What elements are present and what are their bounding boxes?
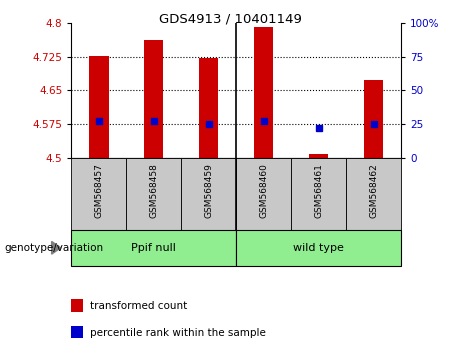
Text: Ppif null: Ppif null bbox=[131, 243, 176, 253]
Bar bbox=[71, 299, 83, 312]
Bar bbox=[71, 326, 83, 338]
Polygon shape bbox=[52, 241, 61, 254]
Text: GSM568462: GSM568462 bbox=[369, 163, 378, 218]
Text: GSM568460: GSM568460 bbox=[259, 163, 268, 218]
Bar bbox=[309, 154, 328, 158]
Bar bbox=[71, 230, 236, 266]
Text: transformed count: transformed count bbox=[89, 301, 187, 311]
Bar bbox=[291, 158, 346, 230]
Bar bbox=[236, 158, 291, 230]
Text: wild type: wild type bbox=[293, 243, 344, 253]
Bar bbox=[236, 230, 401, 266]
Bar bbox=[144, 40, 164, 158]
Bar bbox=[126, 158, 181, 230]
Text: GSM568458: GSM568458 bbox=[149, 163, 159, 218]
Text: GSM568459: GSM568459 bbox=[204, 163, 213, 218]
Text: GSM568457: GSM568457 bbox=[95, 163, 103, 218]
Bar bbox=[89, 56, 108, 158]
Bar bbox=[364, 80, 383, 158]
Bar bbox=[181, 158, 236, 230]
Text: GSM568461: GSM568461 bbox=[314, 163, 323, 218]
Text: percentile rank within the sample: percentile rank within the sample bbox=[89, 328, 266, 338]
Bar bbox=[346, 158, 401, 230]
Text: GDS4913 / 10401149: GDS4913 / 10401149 bbox=[159, 12, 302, 25]
Bar bbox=[254, 28, 273, 158]
Bar bbox=[199, 58, 219, 158]
Bar bbox=[71, 158, 126, 230]
Text: genotype/variation: genotype/variation bbox=[5, 243, 104, 253]
